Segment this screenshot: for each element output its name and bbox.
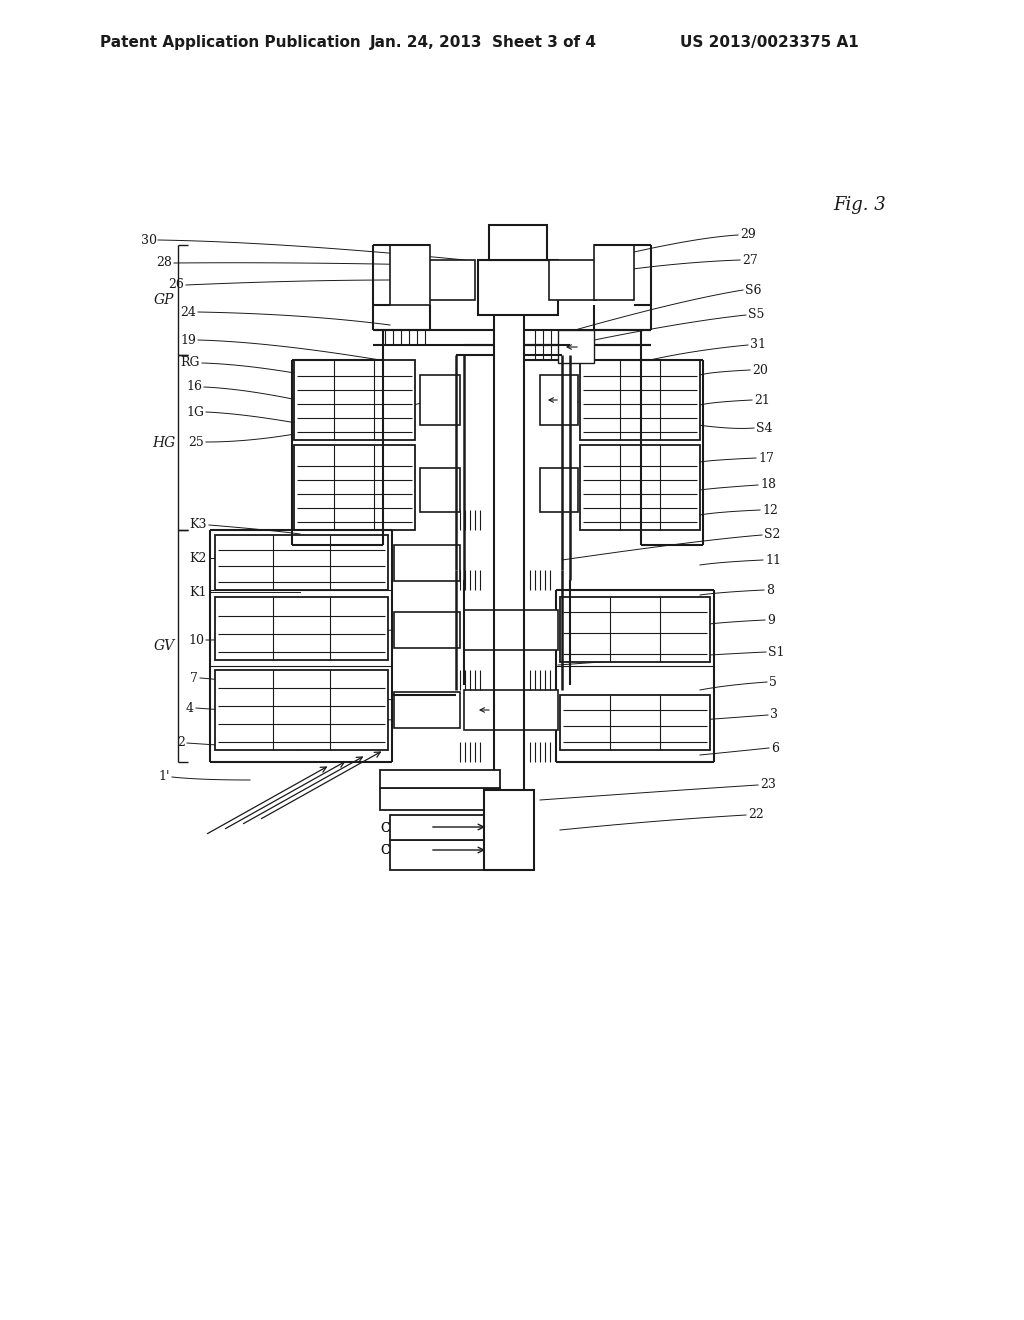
Bar — [420, 375, 460, 425]
Text: US 2013/0023375 A1: US 2013/0023375 A1 — [680, 34, 859, 49]
Text: 7: 7 — [190, 672, 198, 685]
Text: 26: 26 — [168, 279, 184, 292]
Text: HG: HG — [153, 436, 176, 450]
Text: 9: 9 — [767, 614, 775, 627]
Text: S1: S1 — [768, 645, 784, 659]
Bar — [380, 788, 500, 810]
Bar — [540, 469, 578, 512]
Text: 5: 5 — [769, 676, 777, 689]
Text: 8: 8 — [766, 583, 774, 597]
Bar — [215, 535, 388, 590]
Text: GP: GP — [154, 293, 174, 308]
Bar — [394, 692, 460, 729]
Text: K2: K2 — [189, 552, 207, 565]
Text: 31: 31 — [750, 338, 766, 351]
Text: Patent Application Publication: Patent Application Publication — [100, 34, 360, 49]
Bar — [540, 375, 578, 425]
Bar — [464, 610, 558, 649]
Bar — [484, 789, 534, 870]
Text: Jan. 24, 2013  Sheet 3 of 4: Jan. 24, 2013 Sheet 3 of 4 — [370, 34, 597, 49]
Text: S4: S4 — [756, 421, 772, 434]
Text: 19: 19 — [180, 334, 196, 346]
Text: 1G: 1G — [186, 405, 204, 418]
Text: GV: GV — [154, 639, 174, 653]
Text: 11: 11 — [765, 553, 781, 566]
Bar — [594, 246, 634, 300]
Bar — [478, 260, 558, 315]
Text: RG: RG — [180, 356, 200, 370]
Text: 12: 12 — [762, 503, 778, 516]
Bar — [580, 360, 700, 440]
Text: K3: K3 — [189, 519, 207, 532]
Text: 20: 20 — [752, 363, 768, 376]
Text: 21: 21 — [754, 393, 770, 407]
Text: C2: C2 — [381, 821, 398, 834]
Text: 22: 22 — [748, 808, 764, 821]
Bar — [394, 545, 460, 581]
Text: S6: S6 — [745, 284, 762, 297]
Bar — [580, 445, 700, 531]
Bar — [294, 445, 415, 531]
Bar — [390, 840, 494, 870]
Text: 23: 23 — [760, 779, 776, 792]
Bar — [428, 260, 475, 300]
Bar — [420, 469, 460, 512]
Text: Fig. 3: Fig. 3 — [834, 195, 887, 214]
Text: 29: 29 — [740, 228, 756, 242]
Bar — [558, 330, 594, 363]
Bar — [390, 814, 494, 840]
Text: K1: K1 — [189, 586, 207, 598]
Bar — [294, 360, 415, 440]
Text: 10: 10 — [188, 634, 204, 647]
Bar — [560, 696, 710, 750]
Text: 1': 1' — [159, 771, 170, 784]
Text: 30: 30 — [141, 234, 157, 247]
Text: C1: C1 — [380, 845, 398, 858]
Text: 24: 24 — [180, 305, 196, 318]
Text: 16: 16 — [186, 380, 202, 393]
Text: 27: 27 — [742, 253, 758, 267]
Text: 25: 25 — [188, 436, 204, 449]
Text: 6: 6 — [771, 742, 779, 755]
Bar — [390, 246, 430, 305]
Bar — [489, 224, 547, 260]
Bar — [464, 690, 558, 730]
Text: S2: S2 — [764, 528, 780, 541]
Text: 3: 3 — [770, 709, 778, 722]
Bar — [215, 597, 388, 660]
Text: C2: C2 — [381, 821, 398, 834]
Text: 2: 2 — [177, 737, 185, 750]
Bar — [380, 770, 500, 788]
Bar — [549, 260, 596, 300]
Text: 17: 17 — [758, 451, 774, 465]
Text: S5: S5 — [748, 309, 764, 322]
Text: C1: C1 — [380, 845, 398, 858]
Text: 4: 4 — [186, 701, 194, 714]
Bar — [560, 597, 710, 663]
Text: 28: 28 — [156, 256, 172, 269]
Bar — [215, 671, 388, 750]
Text: 18: 18 — [760, 479, 776, 491]
Bar — [394, 612, 460, 648]
